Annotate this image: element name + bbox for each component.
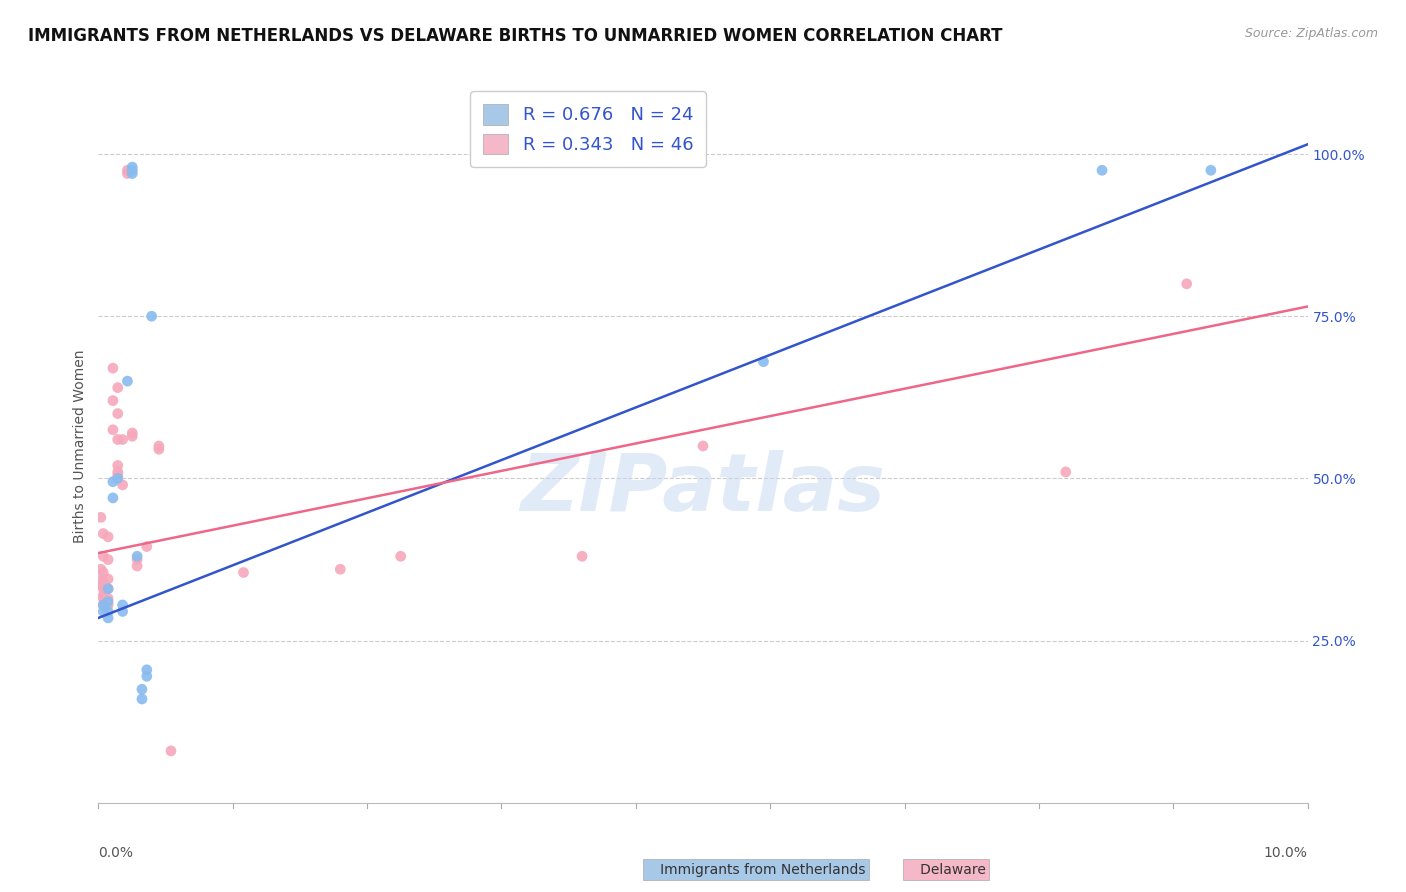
Point (571, 549, 593, 564)
Point (91, 598, 114, 612)
Point (121, 160, 143, 174)
Point (127, 549, 149, 564)
Point (90, 510, 112, 524)
Point (117, 167, 139, 181)
Point (97, 595, 120, 609)
Legend: R = 0.676   N = 24, R = 0.343   N = 46: R = 0.676 N = 24, R = 0.343 N = 46 (470, 91, 706, 167)
Point (91, 549, 114, 564)
Point (101, 361, 124, 376)
Point (135, 663, 157, 677)
Point (121, 425, 143, 440)
Point (148, 442, 170, 457)
Point (329, 562, 352, 576)
Point (692, 439, 714, 453)
Point (97, 552, 120, 566)
Point (91, 578, 114, 592)
Point (90, 562, 112, 576)
Point (232, 566, 254, 580)
Point (91, 575, 114, 590)
Text: 10.0%: 10.0% (1264, 846, 1308, 860)
Point (91, 582, 114, 596)
Point (135, 669, 157, 683)
Point (97, 572, 120, 586)
Point (111, 433, 134, 447)
Text: Delaware: Delaware (907, 863, 986, 877)
Point (97, 530, 120, 544)
Point (127, 552, 149, 566)
Point (91, 566, 114, 580)
Point (91, 598, 114, 612)
Point (107, 433, 129, 447)
Point (121, 163, 143, 178)
Point (131, 682, 153, 697)
Point (1199, 163, 1222, 178)
Point (141, 310, 163, 324)
Point (135, 540, 157, 554)
Text: ZIPatlas: ZIPatlas (520, 450, 886, 528)
Point (107, 468, 129, 483)
Point (121, 167, 143, 181)
Point (752, 354, 775, 368)
Point (107, 381, 129, 395)
Point (107, 458, 129, 473)
Point (1091, 163, 1114, 178)
Point (111, 604, 134, 618)
Point (97, 611, 120, 625)
Point (97, 598, 120, 612)
Point (107, 471, 129, 485)
Point (160, 744, 183, 758)
Point (148, 439, 170, 453)
Point (101, 475, 124, 489)
Point (117, 163, 139, 178)
Point (111, 478, 134, 492)
Point (121, 429, 143, 443)
Text: Source: ZipAtlas.com: Source: ZipAtlas.com (1244, 27, 1378, 40)
Point (91, 604, 114, 618)
Point (101, 491, 124, 505)
Y-axis label: Births to Unmarried Women: Births to Unmarried Women (73, 350, 87, 542)
Point (91, 588, 114, 602)
Point (91, 526, 114, 541)
Point (1054, 465, 1077, 479)
Point (127, 559, 149, 574)
Point (117, 374, 139, 388)
Point (97, 582, 120, 596)
Point (101, 393, 124, 408)
Text: 0.0%: 0.0% (98, 846, 134, 860)
Text: IMMIGRANTS FROM NETHERLANDS VS DELAWARE BIRTHS TO UNMARRIED WOMEN CORRELATION CH: IMMIGRANTS FROM NETHERLANDS VS DELAWARE … (28, 27, 1002, 45)
Point (389, 549, 412, 564)
Point (91, 591, 114, 606)
Point (101, 423, 124, 437)
Point (97, 604, 120, 618)
Point (97, 582, 120, 596)
Point (131, 692, 153, 706)
Point (97, 591, 120, 606)
Point (107, 407, 129, 421)
Point (107, 465, 129, 479)
Text: Immigrants from Netherlands: Immigrants from Netherlands (647, 863, 865, 877)
Point (1175, 277, 1198, 291)
Point (111, 598, 134, 612)
Point (91, 572, 114, 586)
